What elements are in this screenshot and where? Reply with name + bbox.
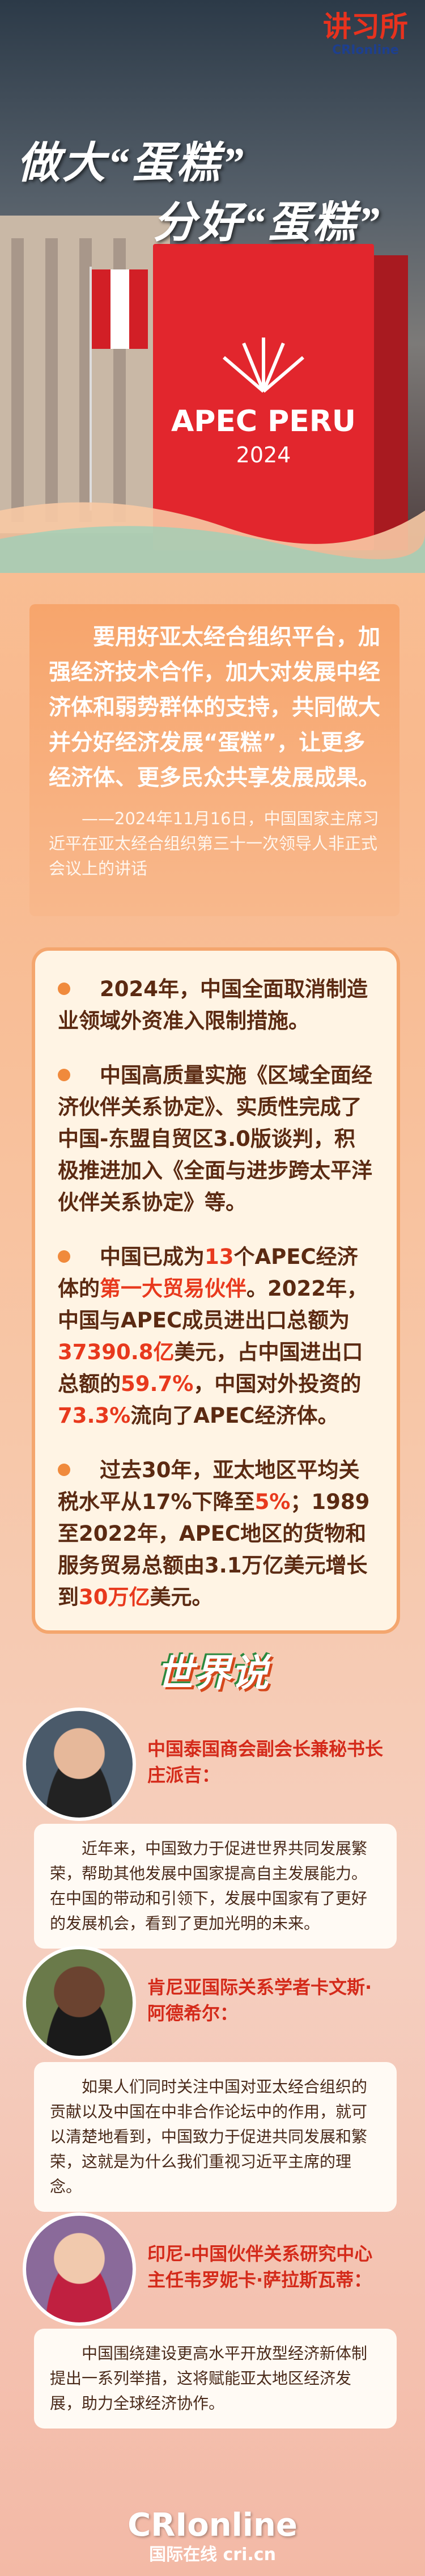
hero-scene: APEC PERU 2024 <box>0 216 425 573</box>
hero-photo: APEC PERU 2024 讲习所 CRIonline 做大“蛋糕” 分好“蛋… <box>0 0 425 573</box>
fact-text: 流向了APEC经济体。 <box>130 1403 339 1428</box>
fact-text: ；1989至2022年，APEC地区的货物和服务贸易总额由3.1万亿美元增长到 <box>58 1490 370 1609</box>
title-line: 分好“蛋糕” <box>153 199 382 247</box>
speaker-name: 印尼-中国伙伴关系研究中心主任韦罗妮卡·萨拉斯瓦蒂： <box>147 2243 373 2291</box>
bullet <box>58 1069 70 1081</box>
quote-box: 要用好亚太经合组织平台，加强经济技术合作，加大对发展中经济体和弱势群体的支持，共… <box>29 604 400 916</box>
logo-title: 讲习所 <box>323 10 408 43</box>
fact-text: 2024年，中国全面取消制造业领域外资准入限制措施。 <box>58 977 368 1033</box>
bullet <box>58 1250 70 1263</box>
highlight: 30万亿 <box>79 1585 150 1609</box>
fact: 中国高质量实施《区域全面经济伙伴关系协定》、实质性完成了中国-东盟自贸区3.0版… <box>58 1060 374 1219</box>
section-title: 世界说 <box>156 1651 269 1695</box>
fact-text: 个APEC经济体的 <box>58 1245 358 1301</box>
speaker-quote: 中国围绕建设更高水平开放型经济新体制提出一系列举措，这将赋能亚太地区经济发展，助… <box>34 2329 397 2429</box>
footer: CRIonline 国际在线 cri.cn <box>0 2507 425 2566</box>
fact: 2024年，中国全面取消制造业领域外资准入限制措施。 <box>58 973 374 1037</box>
fact-text: 中国高质量实施《区域全面经济伙伴关系协定》、实质性完成了中国-东盟自贸区3.0版… <box>58 1063 372 1215</box>
highlight: 73.3% <box>58 1403 131 1428</box>
fact-text: 美元。 <box>150 1585 213 1609</box>
speaker-quote: 近年来，中国致力于促进世界共同发展繁荣，帮助其他发展中国家提高自主发展能力。在中… <box>34 1824 397 1949</box>
speaker-quote: 如果人们同时关注中国对亚太经合组织的贡献以及中国在中非合作论坛中的作用，就可以清… <box>34 2062 397 2212</box>
highlight: 13 <box>205 1245 234 1269</box>
bullet <box>58 983 70 995</box>
bullet <box>58 1464 70 1476</box>
fact-text: ，中国对外投资的 <box>193 1372 362 1396</box>
highlight: 第一大贸易伙伴 <box>100 1276 246 1301</box>
portrait <box>23 1708 136 1821</box>
title-line: 做大“蛋糕” <box>17 140 246 187</box>
highlight: 5% <box>254 1490 291 1514</box>
sign-year: 2024 <box>236 442 291 467</box>
sign-side <box>374 255 408 550</box>
footer-logo: CRIonline <box>128 2507 298 2544</box>
quote-source: ——2024年11月16日，中国国家主席习近平在亚太经合组织第三十一次领导人非正… <box>49 809 379 878</box>
logo-subtitle: CRIonline <box>332 43 399 57</box>
fact-text: 美元，占中国进出口总额的 <box>58 1340 363 1396</box>
flag-stripe <box>110 269 129 349</box>
footer-tagline: 国际在线 cri.cn <box>149 2545 276 2565</box>
wave <box>0 526 425 573</box>
flag-stripe <box>129 269 148 349</box>
highlight: 59.7% <box>121 1372 194 1396</box>
portrait <box>23 1946 136 2059</box>
facts-box: 2024年，中国全面取消制造业领域外资准入限制措施。中国高质量实施《区域全面经济… <box>32 947 400 1634</box>
sign <box>153 244 374 550</box>
fact-text: 过去30年，亚太地区平均关税水平从17%下降至 <box>58 1458 360 1514</box>
flag-stripe <box>92 269 110 349</box>
speaker-name: 肯尼亚国际关系学者卡文斯·阿德希尔： <box>147 1976 372 2024</box>
sign-emblem <box>223 338 304 393</box>
logo: 讲习所 CRIonline <box>317 10 414 57</box>
fact: 过去30年，亚太地区平均关税水平从17%下降至5%；1989至2022年，APE… <box>58 1454 374 1613</box>
fact: 中国已成为13个APEC经济体的第一大贸易伙伴。2022年，中国与APEC成员进… <box>58 1241 374 1432</box>
portrait <box>23 2212 136 2326</box>
quote-text: 要用好亚太经合组织平台，加强经济技术合作，加大对发展中经济体和弱势群体的支持，共… <box>49 625 381 791</box>
sign-text: APEC PERU <box>171 404 356 439</box>
highlight: 37390.8亿 <box>58 1340 175 1364</box>
speaker-name: 中国泰国商会副会长兼秘书长庄派吉： <box>147 1738 384 1786</box>
fact-text: 中国已成为 <box>100 1245 205 1269</box>
fact-text: 。2022年，中国与APEC成员进出口总额为 <box>58 1276 368 1333</box>
